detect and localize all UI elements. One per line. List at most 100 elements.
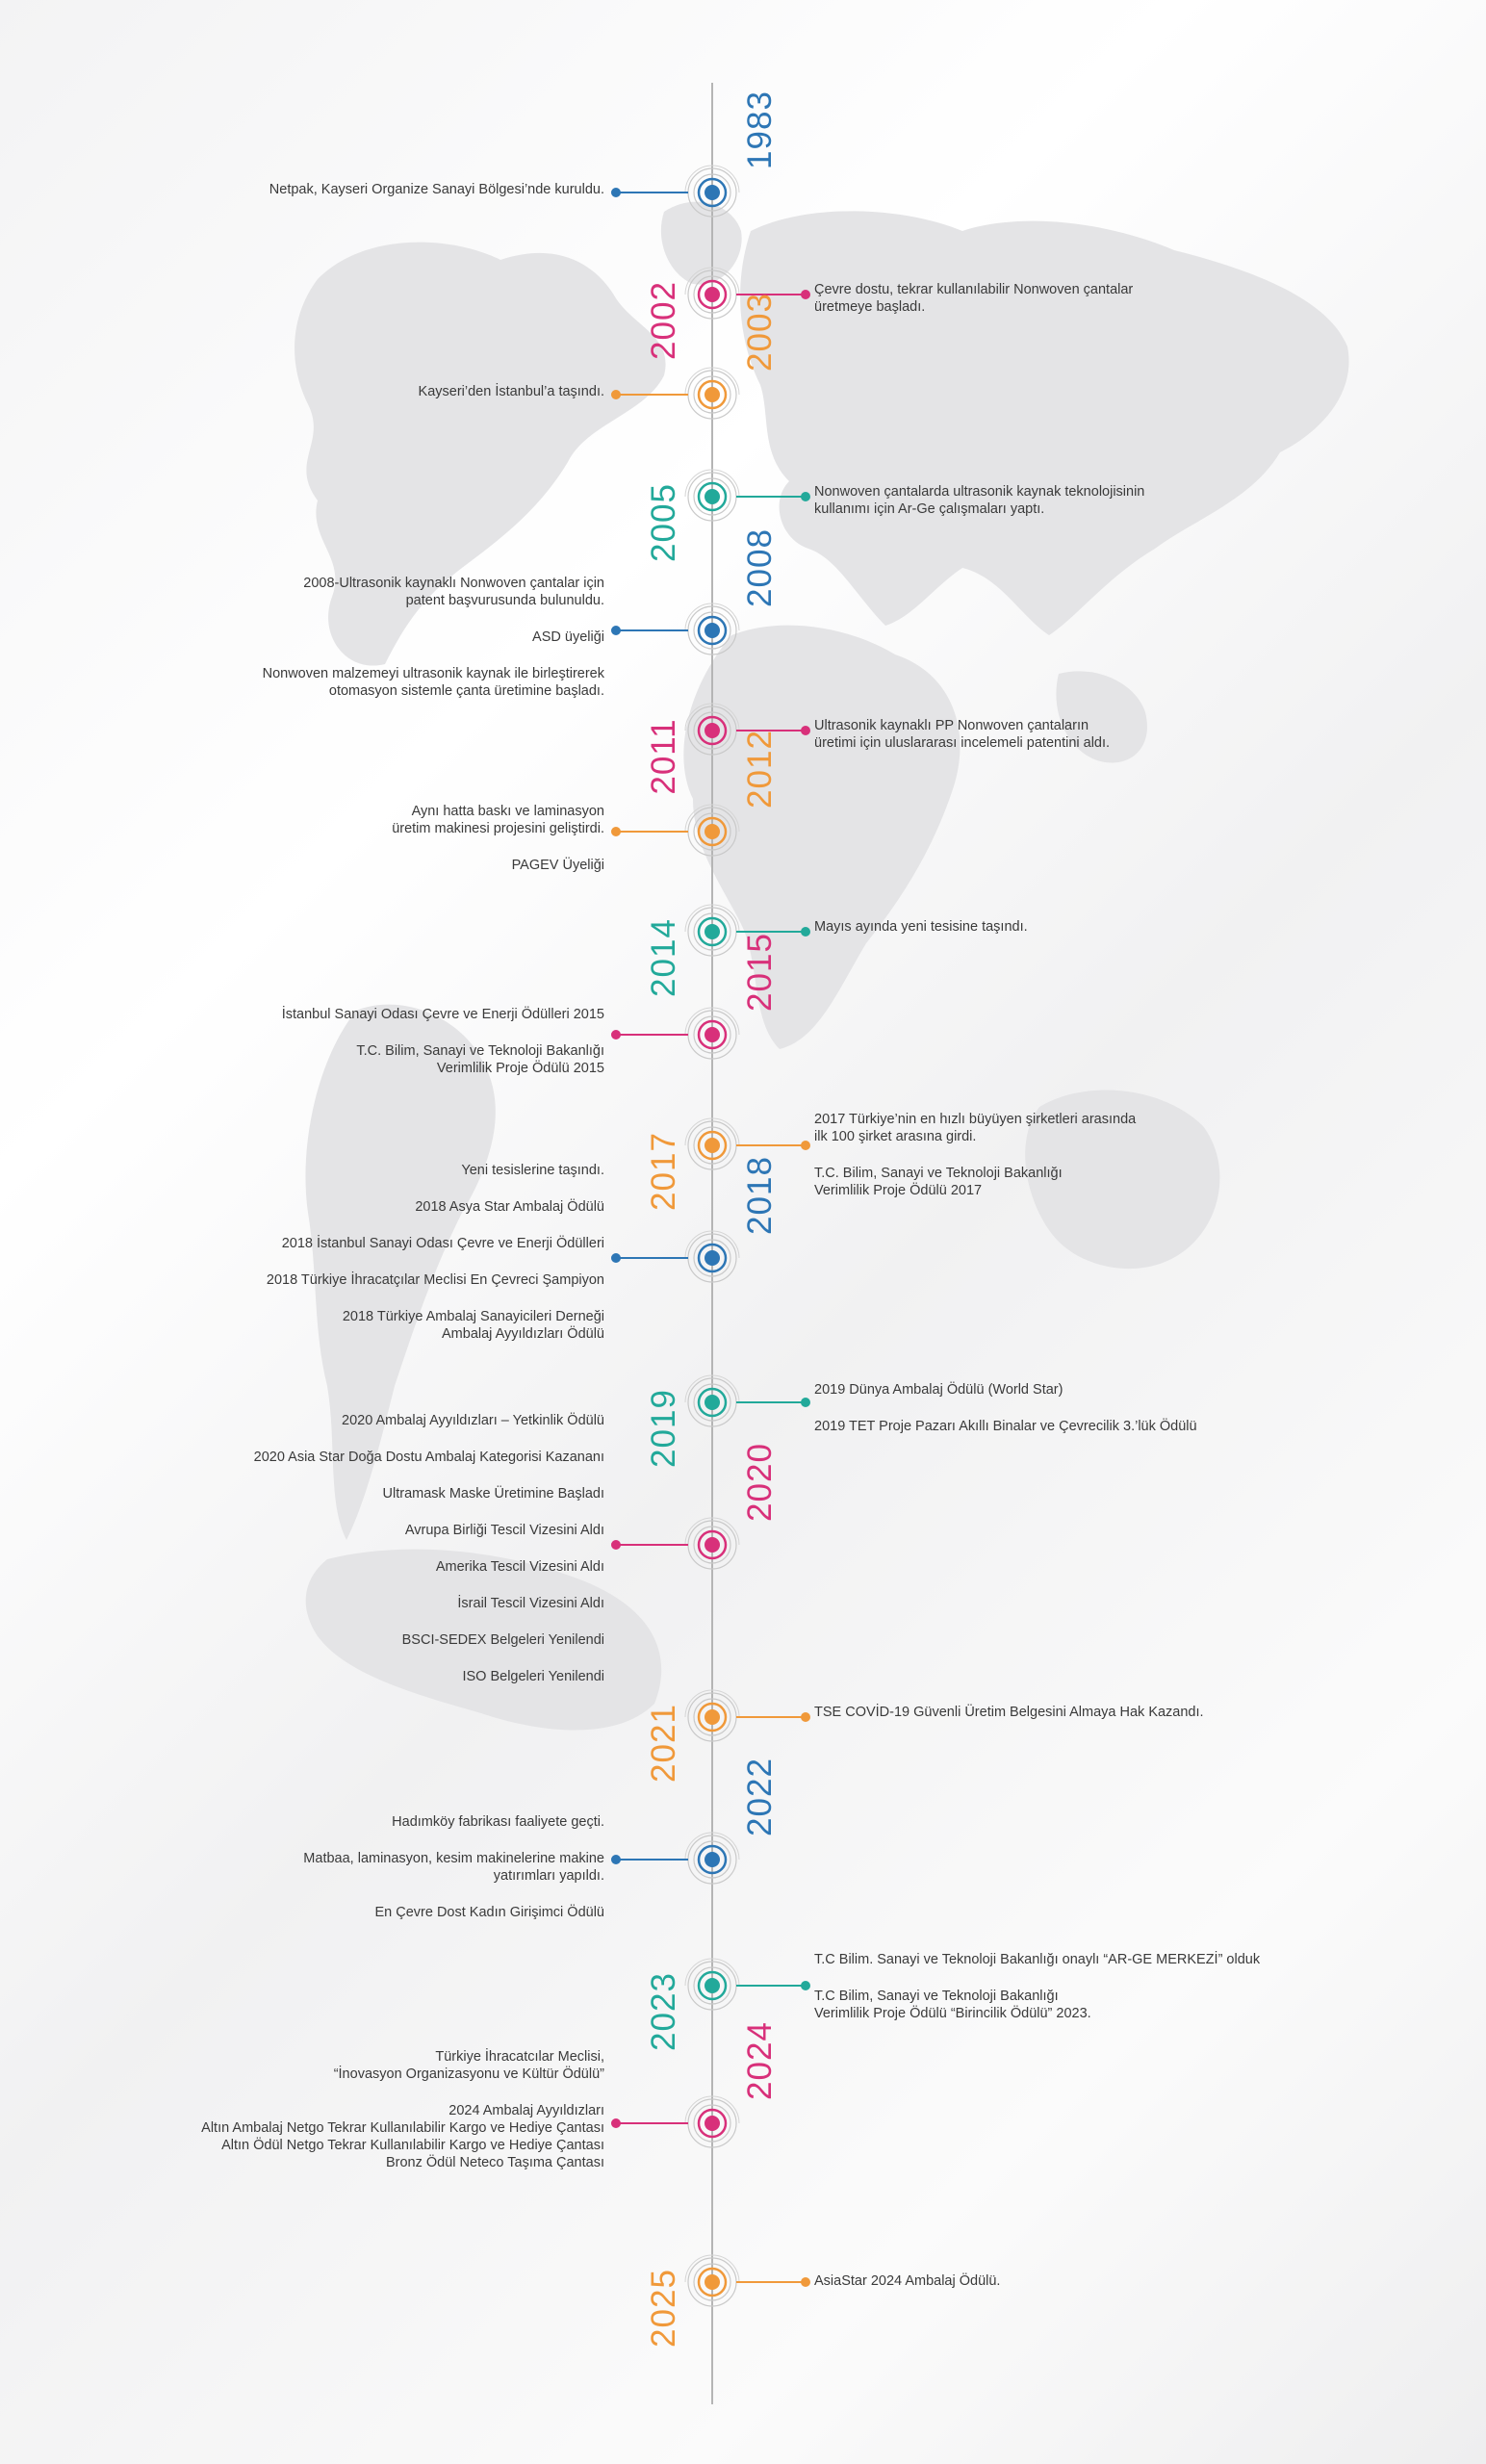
milestone-entry: T.C. Bilim, Sanayi ve Teknoloji Bakanlığ… [356,1043,604,1076]
milestone-node-icon [684,1007,740,1060]
milestone-dot [801,726,810,735]
milestone-connector [736,2281,806,2283]
milestone-year: 2019 [645,1389,682,1468]
milestone-year: 2018 [741,1156,779,1235]
milestone-dot [611,1855,621,1864]
milestone-description: Ultrasonik kaynaklı PP Nonwoven çantalar… [814,717,1315,752]
milestone-year: 2003 [741,293,779,372]
milestone-node-icon [684,603,740,655]
milestone-year: 2005 [645,483,682,562]
milestone-entry: PAGEV Üyeliği [511,858,604,873]
milestone-entry: Amerika Tescil Vizesini Aldı [435,1559,604,1575]
milestone-connector [616,1544,688,1546]
milestone-entry: Yeni tesislerine taşındı. [461,1163,604,1178]
greenland-shape [660,201,742,285]
milestone-year: 2023 [645,1972,682,2051]
milestone-entry: 2018 İstanbul Sanayi Odası Çevre ve Ener… [281,1236,604,1251]
milestone-description: Hadımköy fabrikası faaliyete geçti. Matba… [181,1813,604,1921]
milestone-entry: Nonwoven çantalarda ultrasonik kaynak te… [814,484,1145,517]
milestone-entry: İsrail Tescil Vizesini Aldı [457,1596,604,1611]
milestone-description: 2008-Ultrasonik kaynaklı Nonwoven çantal… [181,575,604,700]
milestone-dot [611,2118,621,2128]
milestone-entry: 2020 Ambalaj Ayyıldızları – Yetkinlik Öd… [342,1413,604,1428]
milestone-connector [736,1401,806,1403]
milestone-entry: 2024 Ambalaj Ayyıldızları Altın Ambalaj … [201,2103,604,2170]
milestone-connector [616,1034,688,1036]
milestone-node-icon [684,165,740,218]
milestone-node-icon [684,1832,740,1885]
milestone-entry: 2018 Türkiye İhracatçılar Meclisi En Çev… [266,1272,604,1288]
milestone-entry: ISO Belgeleri Yenilendi [462,1669,604,1684]
milestone-description: Nonwoven çantalarda ultrasonik kaynak te… [814,483,1315,518]
milestone-description: Kayseri’den İstanbul’a taşındı. [181,383,604,400]
milestone-dot [611,188,621,197]
milestone-connector [736,1985,806,1987]
milestone-connector [616,2122,688,2124]
milestone-year: 2020 [741,1443,779,1522]
milestone-entry: TSE COVİD-19 Güvenli Üretim Belgesini Al… [814,1705,1204,1720]
milestone-dot [611,1253,621,1263]
milestone-connector [616,831,688,833]
south-america-shape [305,1004,496,1540]
milestone-entry: T.C Bilim, Sanayi ve Teknoloji Bakanlığı… [814,1989,1091,2021]
milestone-entry: 2020 Asia Star Doğa Dostu Ambalaj Katego… [253,1450,604,1465]
milestone-entry: Ultramask Maske Üretimine Başladı [382,1486,604,1502]
milestone-node-icon [684,1374,740,1427]
milestone-entry: Nonwoven malzemeyi ultrasonik kaynak ile… [262,666,604,699]
milestone-node-icon [684,1517,740,1570]
milestone-entry: Matbaa, laminasyon, kesim makinelerine m… [303,1851,604,1884]
milestone-year: 2021 [645,1704,682,1783]
milestone-entry: 2018 Türkiye Ambalaj Sanayicileri Derneğ… [342,1309,604,1342]
milestone-dot [801,290,810,299]
milestone-entry: Hadımköy fabrikası faaliyete geçti. [392,1814,604,1830]
milestone-description: Türkiye İhracatcılar Meclisi, “İnovasyon… [181,2048,604,2171]
milestone-node-icon [684,2095,740,2148]
milestone-description: Yeni tesislerine taşındı. 2018 Asya Star … [181,1162,604,1343]
southeast-asia-shape [1056,671,1147,763]
milestone-entry: Mayıs ayında yeni tesisine taşındı. [814,919,1028,935]
milestone-connector [616,629,688,631]
milestone-entry: İstanbul Sanayi Odası Çevre ve Enerji Öd… [281,1007,604,1022]
milestone-dot [801,1981,810,1990]
milestone-connector [736,496,806,498]
milestone-dot [801,927,810,937]
milestone-entry: Ultrasonik kaynaklı PP Nonwoven çantalar… [814,718,1111,751]
antarctica-shape [305,1549,662,1731]
milestone-entry: BSCI-SEDEX Belgeleri Yenilendi [401,1632,604,1648]
milestone-dot [801,1398,810,1407]
milestone-entry: Aynı hatta baskı ve laminasyon üretim ma… [392,804,604,836]
milestone-description: 2019 Dünya Ambalaj Ödülü (World Star) 201… [814,1381,1315,1435]
milestone-entry: 2008-Ultrasonik kaynaklı Nonwoven çantal… [303,576,604,608]
milestone-node-icon [684,1689,740,1742]
milestone-entry: AsiaStar 2024 Ambalaj Ödülü. [814,2273,1001,2289]
milestone-dot [611,1540,621,1550]
milestone-entry: 2017 Türkiye’nin en hızlı büyüyen şirket… [814,1112,1137,1144]
milestone-connector [736,1144,806,1146]
milestone-description: T.C Bilim. Sanayi ve Teknoloji Bakanlığı… [814,1951,1315,2022]
milestone-description: Çevre dostu, tekrar kullanılabilir Nonwo… [814,281,1315,316]
australia-shape [1025,1090,1220,1270]
milestone-node-icon [684,804,740,857]
milestone-description: Aynı hatta baskı ve laminasyon üretim ma… [181,803,604,874]
milestone-dot [611,1030,621,1040]
milestone-dot [801,492,810,501]
milestone-node-icon [684,2254,740,2307]
milestone-dot [611,626,621,635]
milestone-connector [736,730,806,732]
milestone-dot [801,2277,810,2287]
milestone-entry: T.C Bilim. Sanayi ve Teknoloji Bakanlığı… [814,1952,1261,1967]
milestone-entry: 2019 TET Proje Pazarı Akıllı Binalar ve … [814,1419,1197,1434]
milestone-dot [801,1712,810,1722]
milestone-connector [616,1859,688,1861]
milestone-connector [616,1257,688,1259]
milestone-connector [736,931,806,933]
milestone-node-icon [684,1117,740,1170]
milestone-entry: ASD üyeliği [532,629,604,645]
milestone-entry: 2019 Dünya Ambalaj Ödülü (World Star) [814,1382,1063,1398]
milestone-description: Mayıs ayında yeni tesisine taşındı. [814,918,1315,936]
milestone-entry: Avrupa Birliği Tescil Vizesini Aldı [404,1523,604,1538]
milestone-description: İstanbul Sanayi Odası Çevre ve Enerji Öd… [181,1006,604,1077]
milestone-connector [616,192,688,193]
milestone-description: AsiaStar 2024 Ambalaj Ödülü. [814,2272,1315,2290]
